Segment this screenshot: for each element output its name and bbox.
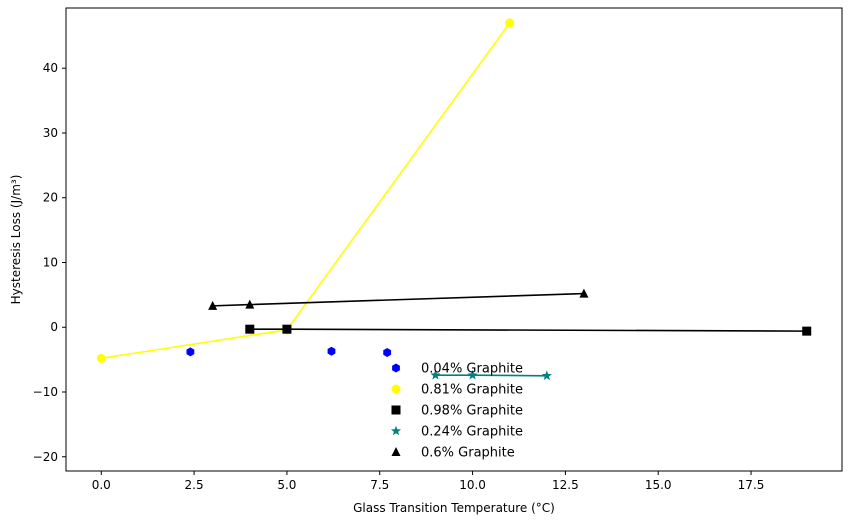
legend-marker [391,405,401,415]
data-point [579,288,589,298]
legend-label: 0.6% Graphite [421,446,515,461]
data-point [802,326,812,336]
data-point [327,346,336,356]
data-point [208,300,218,310]
data-point [430,369,441,380]
x-axis: 0.0 2.5 5.0 7.5 10.0 12.5 15.0 17.5 [92,471,765,492]
data-point [186,347,195,357]
data-point [245,324,255,334]
x-axis-label: Glass Transition Temperature (°C) [353,501,555,515]
legend: 0.04% Graphite 0.81% Graphite 0.98% Graphi… [390,362,523,461]
data-point [505,18,515,28]
plot-frame [65,7,843,472]
legend-label: 0.04% Graphite [421,362,523,377]
y-tick-label: 10 [43,255,58,269]
series-4 [208,288,589,310]
legend-marker [391,384,401,394]
data-point [282,324,292,334]
legend-item: 0.98% Graphite [391,404,523,419]
legend-item: 0.6% Graphite [391,446,515,461]
legend-label: 0.81% Graphite [421,383,523,398]
data-point [467,369,478,380]
x-tick-label: 15.0 [645,478,672,492]
y-tick-label: 30 [43,126,58,140]
x-tick-label: 12.5 [552,478,579,492]
x-tick-label: 17.5 [738,478,765,492]
legend-item: 0.04% Graphite [392,362,523,377]
data-point [383,347,392,357]
y-tick-label: 40 [43,61,58,75]
y-axis-label: Hysteresis Loss (J/m³) [9,175,23,305]
data-point [245,299,255,309]
x-tick-label: 0.0 [92,478,111,492]
legend-item: 0.24% Graphite [390,425,523,440]
legend-label: 0.24% Graphite [421,425,523,440]
x-tick-label: 7.5 [370,478,389,492]
series-0 [186,346,392,357]
legend-marker [392,363,400,373]
series-3 [430,369,552,381]
series-2 [245,324,812,336]
legend-marker [390,425,402,436]
y-tick-label: −10 [33,385,58,399]
x-tick-label: 5.0 [277,478,296,492]
data-point [541,370,552,381]
y-tick-label: −20 [33,450,58,464]
x-tick-label: 2.5 [185,478,204,492]
legend-marker [391,447,401,456]
series-layer [96,18,812,381]
x-tick-label: 10.0 [459,478,486,492]
y-tick-label: 0 [50,320,58,334]
y-axis: −20 −10 0 10 20 30 40 [33,61,66,464]
legend-item: 0.81% Graphite [391,383,523,398]
y-tick-label: 20 [43,191,58,205]
legend-label: 0.98% Graphite [421,404,523,419]
data-point [96,353,106,363]
